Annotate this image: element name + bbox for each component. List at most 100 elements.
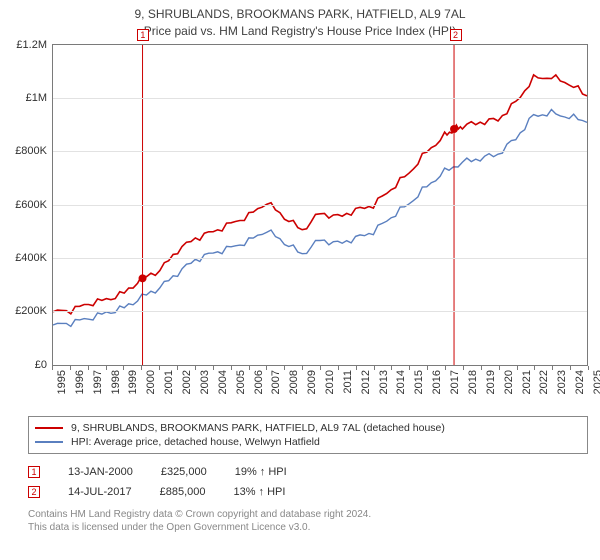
y-axis-label: £600K	[15, 199, 53, 211]
event-marker-box: 1	[137, 29, 149, 41]
sale-marker-2: 2	[28, 486, 40, 498]
x-tick	[159, 366, 160, 370]
x-axis-label: 2008	[288, 370, 300, 394]
x-tick	[320, 366, 321, 370]
x-axis-label: 2019	[485, 370, 497, 394]
x-axis-label: 2016	[431, 370, 443, 394]
x-tick	[338, 366, 339, 370]
legend-label-hpi: HPI: Average price, detached house, Welw…	[71, 436, 320, 448]
sale-date: 13-JAN-2000	[68, 466, 133, 478]
event-marker-point	[450, 125, 458, 133]
x-tick	[356, 366, 357, 370]
x-axis-label: 2012	[360, 370, 372, 394]
chart-title-address: 9, SHRUBLANDS, BROOKMANS PARK, HATFIELD,…	[0, 6, 600, 23]
y-axis-label: £1.2M	[16, 39, 53, 51]
y-gridline	[53, 205, 587, 206]
x-tick	[481, 366, 482, 370]
sale-date: 14-JUL-2017	[68, 486, 132, 498]
x-axis-label: 2002	[181, 370, 193, 394]
chart-legend: 9, SHRUBLANDS, BROOKMANS PARK, HATFIELD,…	[28, 416, 588, 454]
x-tick	[141, 366, 142, 370]
x-axis-label: 1998	[110, 370, 122, 394]
x-tick	[70, 366, 71, 370]
chart-header: 9, SHRUBLANDS, BROOKMANS PARK, HATFIELD,…	[0, 0, 600, 44]
x-axis-label: 2000	[145, 370, 157, 394]
legend-label-price-paid: 9, SHRUBLANDS, BROOKMANS PARK, HATFIELD,…	[71, 422, 445, 434]
x-tick	[409, 366, 410, 370]
legend-item-hpi: HPI: Average price, detached house, Welw…	[35, 435, 581, 449]
sale-events: 1 13-JAN-2000 £325,000 19% ↑ HPI 2 14-JU…	[28, 462, 588, 502]
x-axis-label: 2017	[449, 370, 461, 394]
event-marker-box: 2	[450, 29, 462, 41]
x-tick	[374, 366, 375, 370]
y-gridline	[53, 98, 587, 99]
sale-row: 2 14-JUL-2017 £885,000 13% ↑ HPI	[28, 482, 588, 502]
x-tick	[284, 366, 285, 370]
sale-price: £885,000	[160, 486, 206, 498]
x-tick	[123, 366, 124, 370]
x-tick	[552, 366, 553, 370]
x-tick	[463, 366, 464, 370]
x-tick	[445, 366, 446, 370]
x-axis-label: 2021	[521, 370, 533, 394]
sale-row: 1 13-JAN-2000 £325,000 19% ↑ HPI	[28, 462, 588, 482]
x-tick	[52, 366, 53, 370]
footer-line-1: Contains HM Land Registry data © Crown c…	[28, 508, 588, 521]
x-axis-label: 2005	[235, 370, 247, 394]
x-axis-label: 2010	[324, 370, 336, 394]
chart-subtitle: Price paid vs. HM Land Registry's House …	[0, 23, 600, 40]
legend-item-price-paid: 9, SHRUBLANDS, BROOKMANS PARK, HATFIELD,…	[35, 421, 581, 435]
y-gridline	[53, 258, 587, 259]
sale-price: £325,000	[161, 466, 207, 478]
x-axis-label: 2001	[163, 370, 175, 394]
legend-swatch-price-paid	[35, 427, 63, 429]
x-axis-label: 1997	[92, 370, 104, 394]
x-tick	[517, 366, 518, 370]
legend-swatch-hpi	[35, 441, 63, 443]
event-marker-point	[139, 274, 147, 282]
series-line-hpi	[53, 109, 587, 326]
x-tick	[249, 366, 250, 370]
x-tick	[213, 366, 214, 370]
x-axis-label: 2009	[306, 370, 318, 394]
y-axis-label: £200K	[15, 305, 53, 317]
y-axis-label: £1M	[26, 92, 53, 104]
sale-delta: 19% ↑ HPI	[235, 466, 287, 478]
chart-container: 9, SHRUBLANDS, BROOKMANS PARK, HATFIELD,…	[0, 0, 600, 560]
x-axis-label: 2020	[503, 370, 515, 394]
x-axis-label: 1996	[74, 370, 86, 394]
x-tick	[499, 366, 500, 370]
x-tick	[534, 366, 535, 370]
x-axis-label: 2013	[378, 370, 390, 394]
sale-marker-1: 1	[28, 466, 40, 478]
sale-delta: 13% ↑ HPI	[233, 486, 285, 498]
x-axis-label: 2015	[413, 370, 425, 394]
x-axis-label: 2023	[556, 370, 568, 394]
x-axis-labels: 1995 1996 1997 1998 1999 2000 2001 2002 2003 2004…	[52, 366, 588, 410]
x-axis-label: 2011	[342, 370, 354, 394]
footer-line-2: This data is licensed under the Open Gov…	[28, 521, 588, 534]
x-tick	[88, 366, 89, 370]
x-tick	[570, 366, 571, 370]
chart-plot-area: £0£200K£400K£600K£800K£1M£1.2M12	[52, 44, 588, 366]
x-tick	[427, 366, 428, 370]
y-gridline	[53, 151, 587, 152]
x-axis-label: 1995	[56, 370, 68, 394]
x-axis-label: 2025	[592, 370, 600, 394]
y-axis-label: £0	[35, 359, 53, 371]
x-tick	[195, 366, 196, 370]
x-tick	[588, 366, 589, 370]
y-gridline	[53, 311, 587, 312]
x-axis-label: 2004	[217, 370, 229, 394]
x-tick	[391, 366, 392, 370]
x-axis-label: 2014	[395, 370, 407, 394]
x-tick	[302, 366, 303, 370]
x-axis-label: 1999	[127, 370, 139, 394]
chart-footer: Contains HM Land Registry data © Crown c…	[28, 508, 588, 534]
x-axis-label: 2003	[199, 370, 211, 394]
x-tick	[177, 366, 178, 370]
y-axis-label: £400K	[15, 252, 53, 264]
x-axis-label: 2024	[574, 370, 586, 394]
series-line-price_paid	[53, 74, 587, 313]
x-axis-label: 2022	[538, 370, 550, 394]
